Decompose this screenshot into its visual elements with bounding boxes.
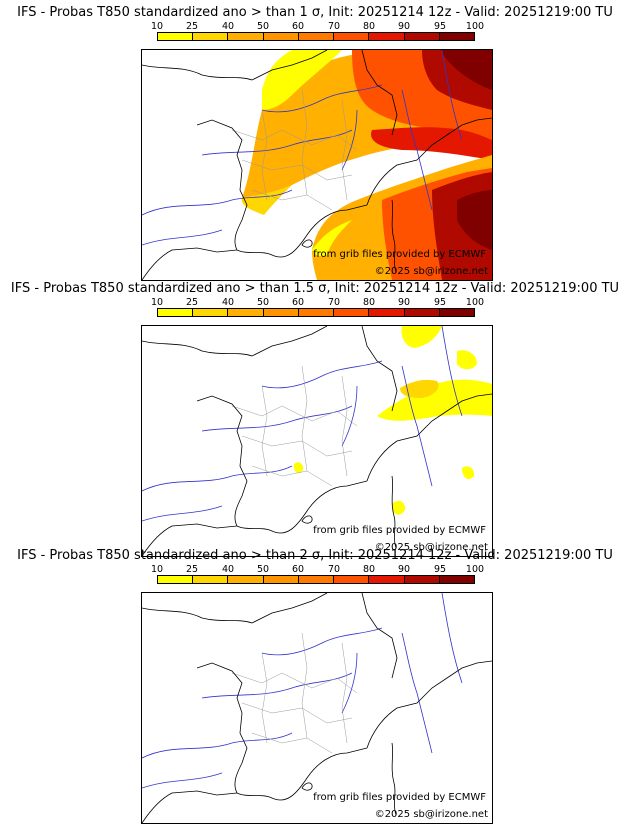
credit-copyright: ©2025 sb@irizone.net [374,266,488,277]
credit-grib: from grib files provided by ECMWF [313,525,486,536]
rivers [142,50,463,246]
colorbar [157,32,475,41]
colorbar-segment [439,576,474,583]
colorbar-tick-label: 10 [150,21,164,32]
colorbar-tick-label: 90 [397,21,411,32]
panel-title: IFS - Probas T850 standardized ano > tha… [17,5,613,20]
colorbar-segment [263,576,299,583]
admin-borders [231,365,358,487]
colorbar-tick-label: 50 [256,21,270,32]
credit-grib: from grib files provided by ECMWF [313,249,486,260]
colorbar-tick-label: 100 [465,297,485,308]
colorbar [157,575,475,584]
map-panel-3: IFS - Probas T850 standardized ano > tha… [0,548,630,824]
probability-map: from grib files provided by ECMWF ©2025 … [141,325,493,557]
colorbar-tick-label: 70 [327,564,341,575]
colorbar-segment [228,309,264,316]
colorbar-tick-label: 70 [327,297,341,308]
colorbar-tick-label: 40 [221,297,235,308]
colorbar-segment [298,309,335,316]
colorbar-segment [158,576,194,583]
colorbar-segment [263,309,299,316]
colorbar-segment [193,33,229,40]
probability-map: from grib files provided by ECMWF ©2025 … [141,592,493,824]
colorbar-segment [334,33,370,40]
colorbar-tick-label: 40 [221,564,235,575]
colorbar-tick-label: 95 [433,297,447,308]
colorbar-tick-label: 60 [291,564,305,575]
colorbar-labels: 10 25 40 50 60 70 80 90 95 100 [151,564,484,575]
colorbar [157,308,475,317]
admin-borders [231,89,358,211]
colorbar-segment [193,309,229,316]
colorbar-tick-label: 10 [150,297,164,308]
colorbar-segment [263,33,299,40]
colorbar-tick-label: 70 [327,21,341,32]
map-panel-2: IFS - Probas T850 standardized ano > tha… [0,281,630,557]
colorbar-tick-label: 80 [362,564,376,575]
colorbar-tick-label: 25 [185,297,199,308]
probability-map: from grib files provided by ECMWF ©2025 … [141,49,493,281]
colorbar-segment [369,576,405,583]
colorbar-tick-label: 50 [256,564,270,575]
colorbar-segment [369,309,405,316]
colorbar-segment [228,33,264,40]
colorbar-tick-label: 50 [256,297,270,308]
colorbar-tick-label: 60 [291,21,305,32]
colorbar-segment [334,576,370,583]
colorbar-tick-label: 80 [362,297,376,308]
probability-shading [241,50,492,280]
colorbar-tick-label: 95 [433,564,447,575]
colorbar-segment [439,309,474,316]
admin-borders [231,632,358,754]
colorbar-segment [369,33,405,40]
colorbar-segment [228,576,264,583]
probability-shading [293,326,492,515]
colorbar-segment [193,576,229,583]
map-panel-1: IFS - Probas T850 standardized ano > tha… [0,5,630,281]
colorbar-segment [334,309,370,316]
coastlines-borders [142,593,492,823]
colorbar-tick-label: 40 [221,21,235,32]
colorbar-tick-label: 10 [150,564,164,575]
colorbar-segment [158,309,194,316]
colorbar-tick-label: 60 [291,297,305,308]
colorbar-labels: 10 25 40 50 60 70 80 90 95 100 [151,297,484,308]
rivers [142,593,463,789]
map-canvas [142,326,492,556]
colorbar-tick-label: 90 [397,297,411,308]
colorbar-tick-label: 90 [397,564,411,575]
colorbar-tick-label: 25 [185,21,199,32]
colorbar-segment [404,33,440,40]
colorbar-segment [298,33,335,40]
panel-title: IFS - Probas T850 standardized ano > tha… [17,548,613,563]
rivers [142,326,463,522]
colorbar-tick-label: 25 [185,564,199,575]
colorbar-segment [298,576,335,583]
map-canvas [142,50,492,280]
colorbar-tick-label: 95 [433,21,447,32]
colorbar-labels: 10 25 40 50 60 70 80 90 95 100 [151,21,484,32]
colorbar-tick-label: 80 [362,21,376,32]
credit-copyright: ©2025 sb@irizone.net [374,542,488,553]
credit-grib: from grib files provided by ECMWF [313,792,486,803]
credit-copyright: ©2025 sb@irizone.net [374,809,488,820]
colorbar-segment [404,309,440,316]
colorbar-tick-label: 100 [465,21,485,32]
panel-title: IFS - Probas T850 standardized ano > tha… [10,281,620,296]
map-canvas [142,593,492,823]
coastlines-borders [142,50,492,280]
colorbar-segment [158,33,194,40]
colorbar-tick-label: 100 [465,564,485,575]
colorbar-segment [404,576,440,583]
coastlines-borders [142,326,492,556]
colorbar-segment [439,33,474,40]
